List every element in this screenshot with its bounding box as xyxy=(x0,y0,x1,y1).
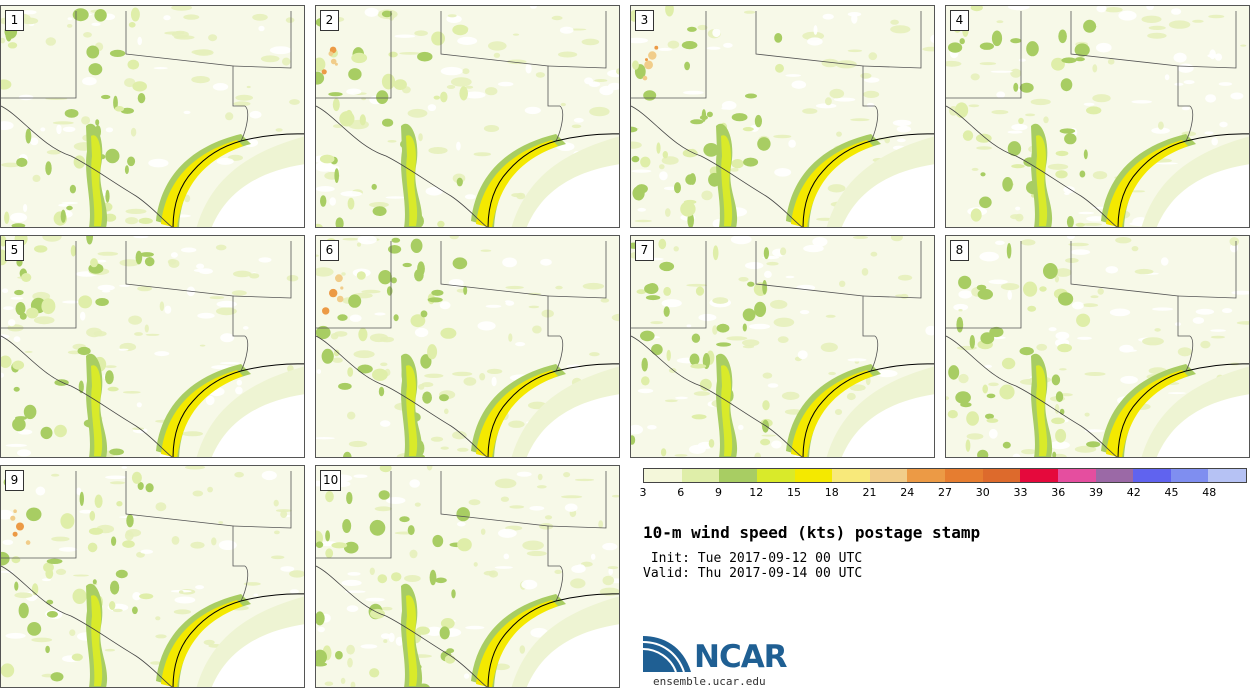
colorbar-segment-3 xyxy=(756,469,795,482)
member-panel-2: 2 xyxy=(315,5,620,228)
wind-speed-map-7 xyxy=(631,236,934,457)
colorbar-tick-18: 18 xyxy=(824,486,839,499)
member-number: 6 xyxy=(320,240,339,261)
member-panel-6: 6 xyxy=(315,235,620,458)
wind-speed-map-2 xyxy=(316,6,619,227)
colorbar-tick-24: 24 xyxy=(900,486,915,499)
colorbar-segment-4 xyxy=(794,469,833,482)
colorbar-segment-7 xyxy=(907,469,945,482)
init-time: Init: Tue 2017-09-12 00 UTC xyxy=(643,551,863,566)
wind-speed-colorbar xyxy=(643,468,1247,483)
colorbar-segment-9 xyxy=(982,469,1021,482)
member-number: 9 xyxy=(5,470,24,491)
member-panel-5: 5 xyxy=(0,235,305,458)
colorbar-tick-42: 42 xyxy=(1126,486,1141,499)
member-panel-10: 10 xyxy=(315,465,620,688)
colorbar-tick-15: 15 xyxy=(787,486,801,499)
colorbar-tick-45: 45 xyxy=(1164,486,1179,499)
member-panel-7: 7 xyxy=(630,235,935,458)
member-number: 10 xyxy=(320,470,342,491)
colorbar-segment-10 xyxy=(1020,469,1058,482)
wind-speed-map-10 xyxy=(316,466,619,687)
plot-title: 10-m wind speed (kts) postage stamp xyxy=(643,523,981,542)
colorbar-segment-13 xyxy=(1133,469,1171,482)
colorbar-segment-15 xyxy=(1208,469,1246,482)
wind-speed-map-8 xyxy=(946,236,1249,457)
colorbar-tick-36: 36 xyxy=(1051,486,1066,499)
member-number: 7 xyxy=(635,240,654,261)
member-panel-1: 1 xyxy=(0,5,305,228)
member-panel-4: 4 xyxy=(945,5,1250,228)
colorbar-segment-8 xyxy=(945,469,983,482)
member-panel-8: 8 xyxy=(945,235,1250,458)
wind-speed-map-9 xyxy=(1,466,304,687)
valid-time: Valid: Thu 2017-09-14 00 UTC xyxy=(643,566,863,581)
wind-speed-map-1 xyxy=(1,6,304,227)
member-panel-9: 9 xyxy=(0,465,305,688)
colorbar-tick-33: 33 xyxy=(1013,486,1028,499)
colorbar-tick-3: 3 xyxy=(639,486,647,499)
member-number: 3 xyxy=(635,10,654,31)
colorbar-tick-12: 12 xyxy=(749,486,764,499)
wind-speed-map-6 xyxy=(316,236,619,457)
member-number: 2 xyxy=(320,10,339,31)
colorbar-tick-labels: 3 6 9 12 15 18 21 24 27 30 33 36 39 42 45 48 xyxy=(639,486,1247,500)
wind-speed-map-3 xyxy=(631,6,934,227)
member-number: 5 xyxy=(5,240,24,261)
member-number: 4 xyxy=(950,10,969,31)
colorbar-segment-5 xyxy=(832,469,870,482)
colorbar-segment-2 xyxy=(719,469,757,482)
colorbar-tick-6: 6 xyxy=(677,486,685,499)
member-panel-3: 3 xyxy=(630,5,935,228)
wind-speed-map-5 xyxy=(1,236,304,457)
ncar-logo-icon xyxy=(643,636,691,673)
colorbar-tick-9: 9 xyxy=(715,486,722,499)
ncar-website-url: ensemble.ucar.edu xyxy=(653,675,766,688)
colorbar-segment-11 xyxy=(1057,469,1096,482)
colorbar-segment-0 xyxy=(644,469,682,482)
colorbar-segment-14 xyxy=(1170,469,1209,482)
ncar-logo-text: NCAR xyxy=(694,639,788,675)
colorbar-tick-48: 48 xyxy=(1202,486,1217,499)
colorbar-segment-6 xyxy=(869,469,908,482)
wind-speed-map-4 xyxy=(946,6,1249,227)
colorbar-tick-27: 27 xyxy=(938,486,952,499)
member-number: 8 xyxy=(950,240,969,261)
colorbar-segment-1 xyxy=(681,469,720,482)
colorbar-segment-12 xyxy=(1095,469,1134,482)
colorbar-tick-30: 30 xyxy=(975,486,990,499)
member-number: 1 xyxy=(5,10,24,31)
colorbar-tick-39: 39 xyxy=(1089,486,1103,499)
colorbar-tick-21: 21 xyxy=(862,486,877,499)
